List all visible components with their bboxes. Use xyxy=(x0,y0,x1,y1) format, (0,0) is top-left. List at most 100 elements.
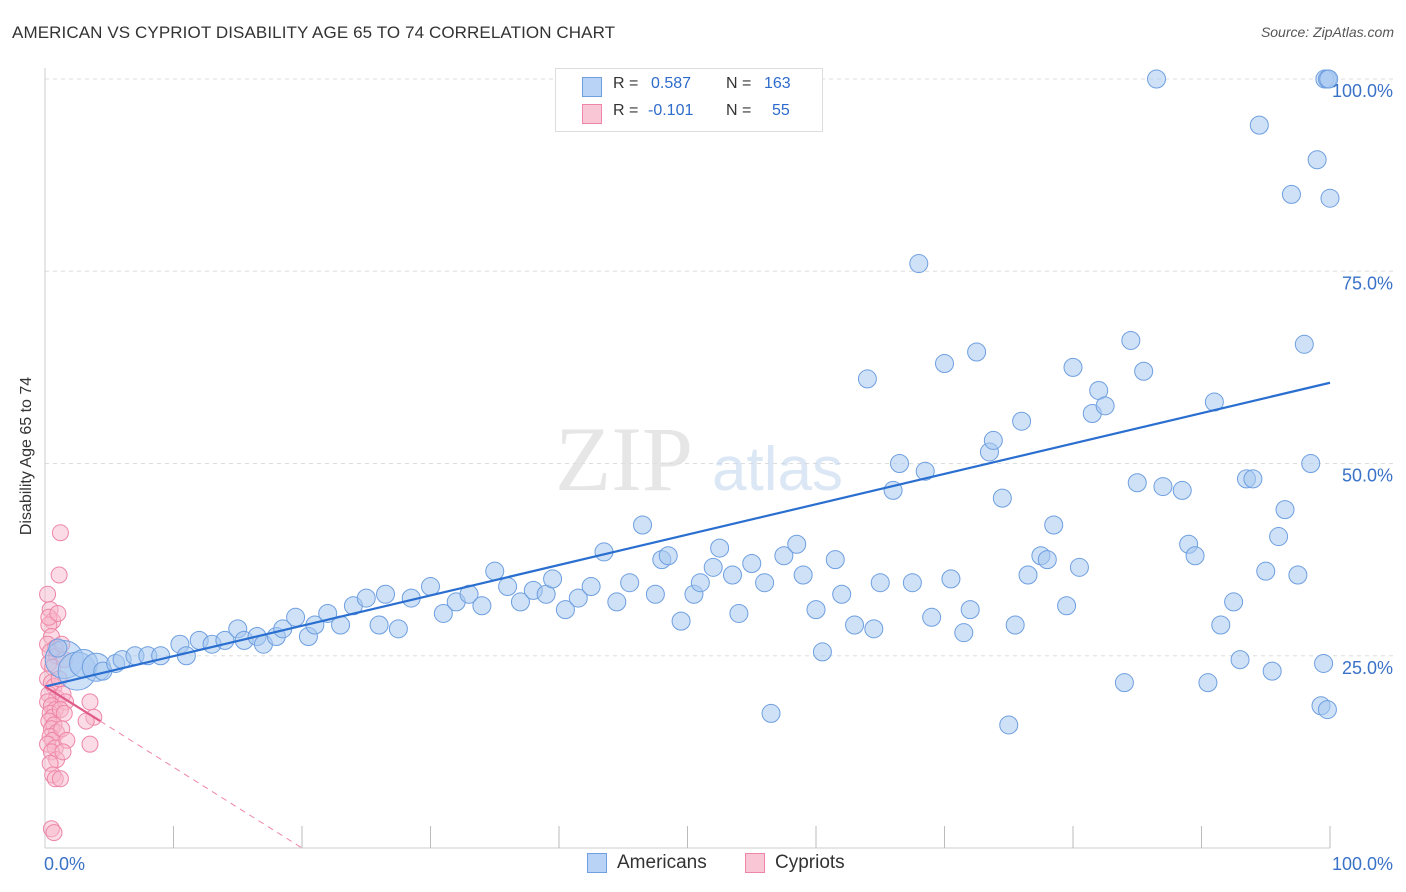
americans-point xyxy=(1121,330,1141,350)
americans-point xyxy=(1317,700,1337,720)
americans-point xyxy=(671,611,691,631)
americans-point xyxy=(176,646,196,666)
legend-n-label: N = xyxy=(726,102,752,119)
series-legend-cypriots: Cypriots xyxy=(745,852,845,874)
americans-point xyxy=(1095,396,1115,416)
cypriots-point xyxy=(54,743,72,761)
americans-point xyxy=(1172,480,1192,500)
americans-point xyxy=(825,550,845,570)
chart-title: AMERICAN VS CYPRIOT DISABILITY AGE 65 TO… xyxy=(12,23,616,42)
americans-point xyxy=(1307,150,1327,170)
americans-trend-line xyxy=(44,381,1331,688)
legend-n-label: N = xyxy=(726,75,752,92)
americans-point xyxy=(1262,661,1282,681)
americans-point xyxy=(1153,477,1173,497)
americans-point xyxy=(787,534,807,554)
axes xyxy=(44,68,1331,849)
americans-point xyxy=(581,577,601,597)
series-legend-americans: Americans xyxy=(587,852,707,874)
americans-point xyxy=(376,584,396,604)
americans-point xyxy=(915,461,935,481)
watermark: ZIP atlas xyxy=(555,408,843,510)
watermark-zip: ZIP xyxy=(555,408,693,510)
grid xyxy=(45,78,1393,657)
americans-point xyxy=(1281,184,1301,204)
y-tick-label: 100.0% xyxy=(1332,81,1393,101)
source-note: Source: ZipAtlas.com xyxy=(1260,24,1394,40)
americans-point xyxy=(607,592,627,612)
americans-point xyxy=(1018,565,1038,585)
americans-point xyxy=(806,600,826,620)
americans-point xyxy=(742,553,762,573)
americans-point xyxy=(1288,565,1308,585)
stats-legend: R = 0.587 N = 163 R = -0.101 N = 55 xyxy=(555,68,823,132)
y-axis-label: Disability Age 65 to 74 xyxy=(18,376,35,536)
americans-point xyxy=(1275,500,1295,520)
legend-r-label: R = xyxy=(613,102,639,119)
americans-point xyxy=(620,573,640,593)
legend-r-value-cypriots: -0.101 xyxy=(648,102,694,119)
americans-point xyxy=(774,546,794,566)
y-tick-label: 50.0% xyxy=(1342,466,1393,486)
americans-point xyxy=(755,573,775,593)
cypriots-point xyxy=(55,704,73,722)
americans-point xyxy=(633,515,653,535)
americans-point xyxy=(485,561,505,581)
americans-point xyxy=(845,615,865,635)
americans-point xyxy=(1114,673,1134,693)
americans-point xyxy=(935,354,954,374)
americans-point xyxy=(1319,69,1339,89)
cypriots-point xyxy=(45,824,63,842)
americans-point xyxy=(722,565,742,585)
legend-swatch-cypriots xyxy=(582,104,602,124)
americans-point xyxy=(1005,615,1025,635)
americans-point xyxy=(902,573,922,593)
cypriots-point xyxy=(50,566,68,584)
americans-legend-label: Americans xyxy=(617,852,707,873)
americans-point xyxy=(1185,546,1205,566)
americans-point xyxy=(568,588,588,608)
americans-point xyxy=(555,600,575,620)
americans-point xyxy=(1230,650,1250,670)
legend-n-value-cypriots: 55 xyxy=(772,102,790,119)
americans-point xyxy=(909,254,929,274)
americans-point xyxy=(1057,596,1077,616)
cypriots-point xyxy=(81,693,99,711)
tick-labels: 25.0% 50.0% 75.0% 100.0% 0.0% 100.0% xyxy=(44,81,1393,874)
trend-lines xyxy=(44,381,1331,849)
americans-point xyxy=(922,607,942,627)
americans-point xyxy=(857,369,877,389)
americans-point xyxy=(960,600,980,620)
americans-point xyxy=(890,454,910,473)
americans-point xyxy=(286,607,306,627)
americans-point xyxy=(498,577,518,597)
americans-point xyxy=(967,342,987,362)
americans-point xyxy=(369,615,389,635)
watermark-atlas: atlas xyxy=(712,435,843,504)
legend-r-label: R = xyxy=(613,75,639,92)
americans-point xyxy=(710,538,730,558)
cypriots-legend-label: Cypriots xyxy=(775,852,845,873)
americans-point xyxy=(812,642,832,662)
americans-point xyxy=(690,573,710,593)
americans-point xyxy=(510,592,530,612)
cypriots-point xyxy=(81,735,99,753)
americans-points xyxy=(44,69,1340,735)
americans-point xyxy=(729,603,749,623)
americans-point xyxy=(48,638,68,658)
americans-point xyxy=(433,603,453,623)
americans-point xyxy=(1127,473,1147,493)
americans-point xyxy=(543,569,563,589)
americans-point xyxy=(793,565,813,585)
americans-point xyxy=(472,596,492,616)
americans-point xyxy=(761,703,781,723)
americans-point xyxy=(832,584,852,604)
legend-r-value-americans: 0.587 xyxy=(651,75,692,92)
legend-row-americans: R = 0.587 N = 163 xyxy=(582,75,822,99)
americans-point xyxy=(999,715,1019,735)
americans-point xyxy=(1044,515,1064,535)
americans-point xyxy=(356,588,376,608)
americans-point xyxy=(1147,69,1167,89)
americans-point xyxy=(1224,592,1244,612)
